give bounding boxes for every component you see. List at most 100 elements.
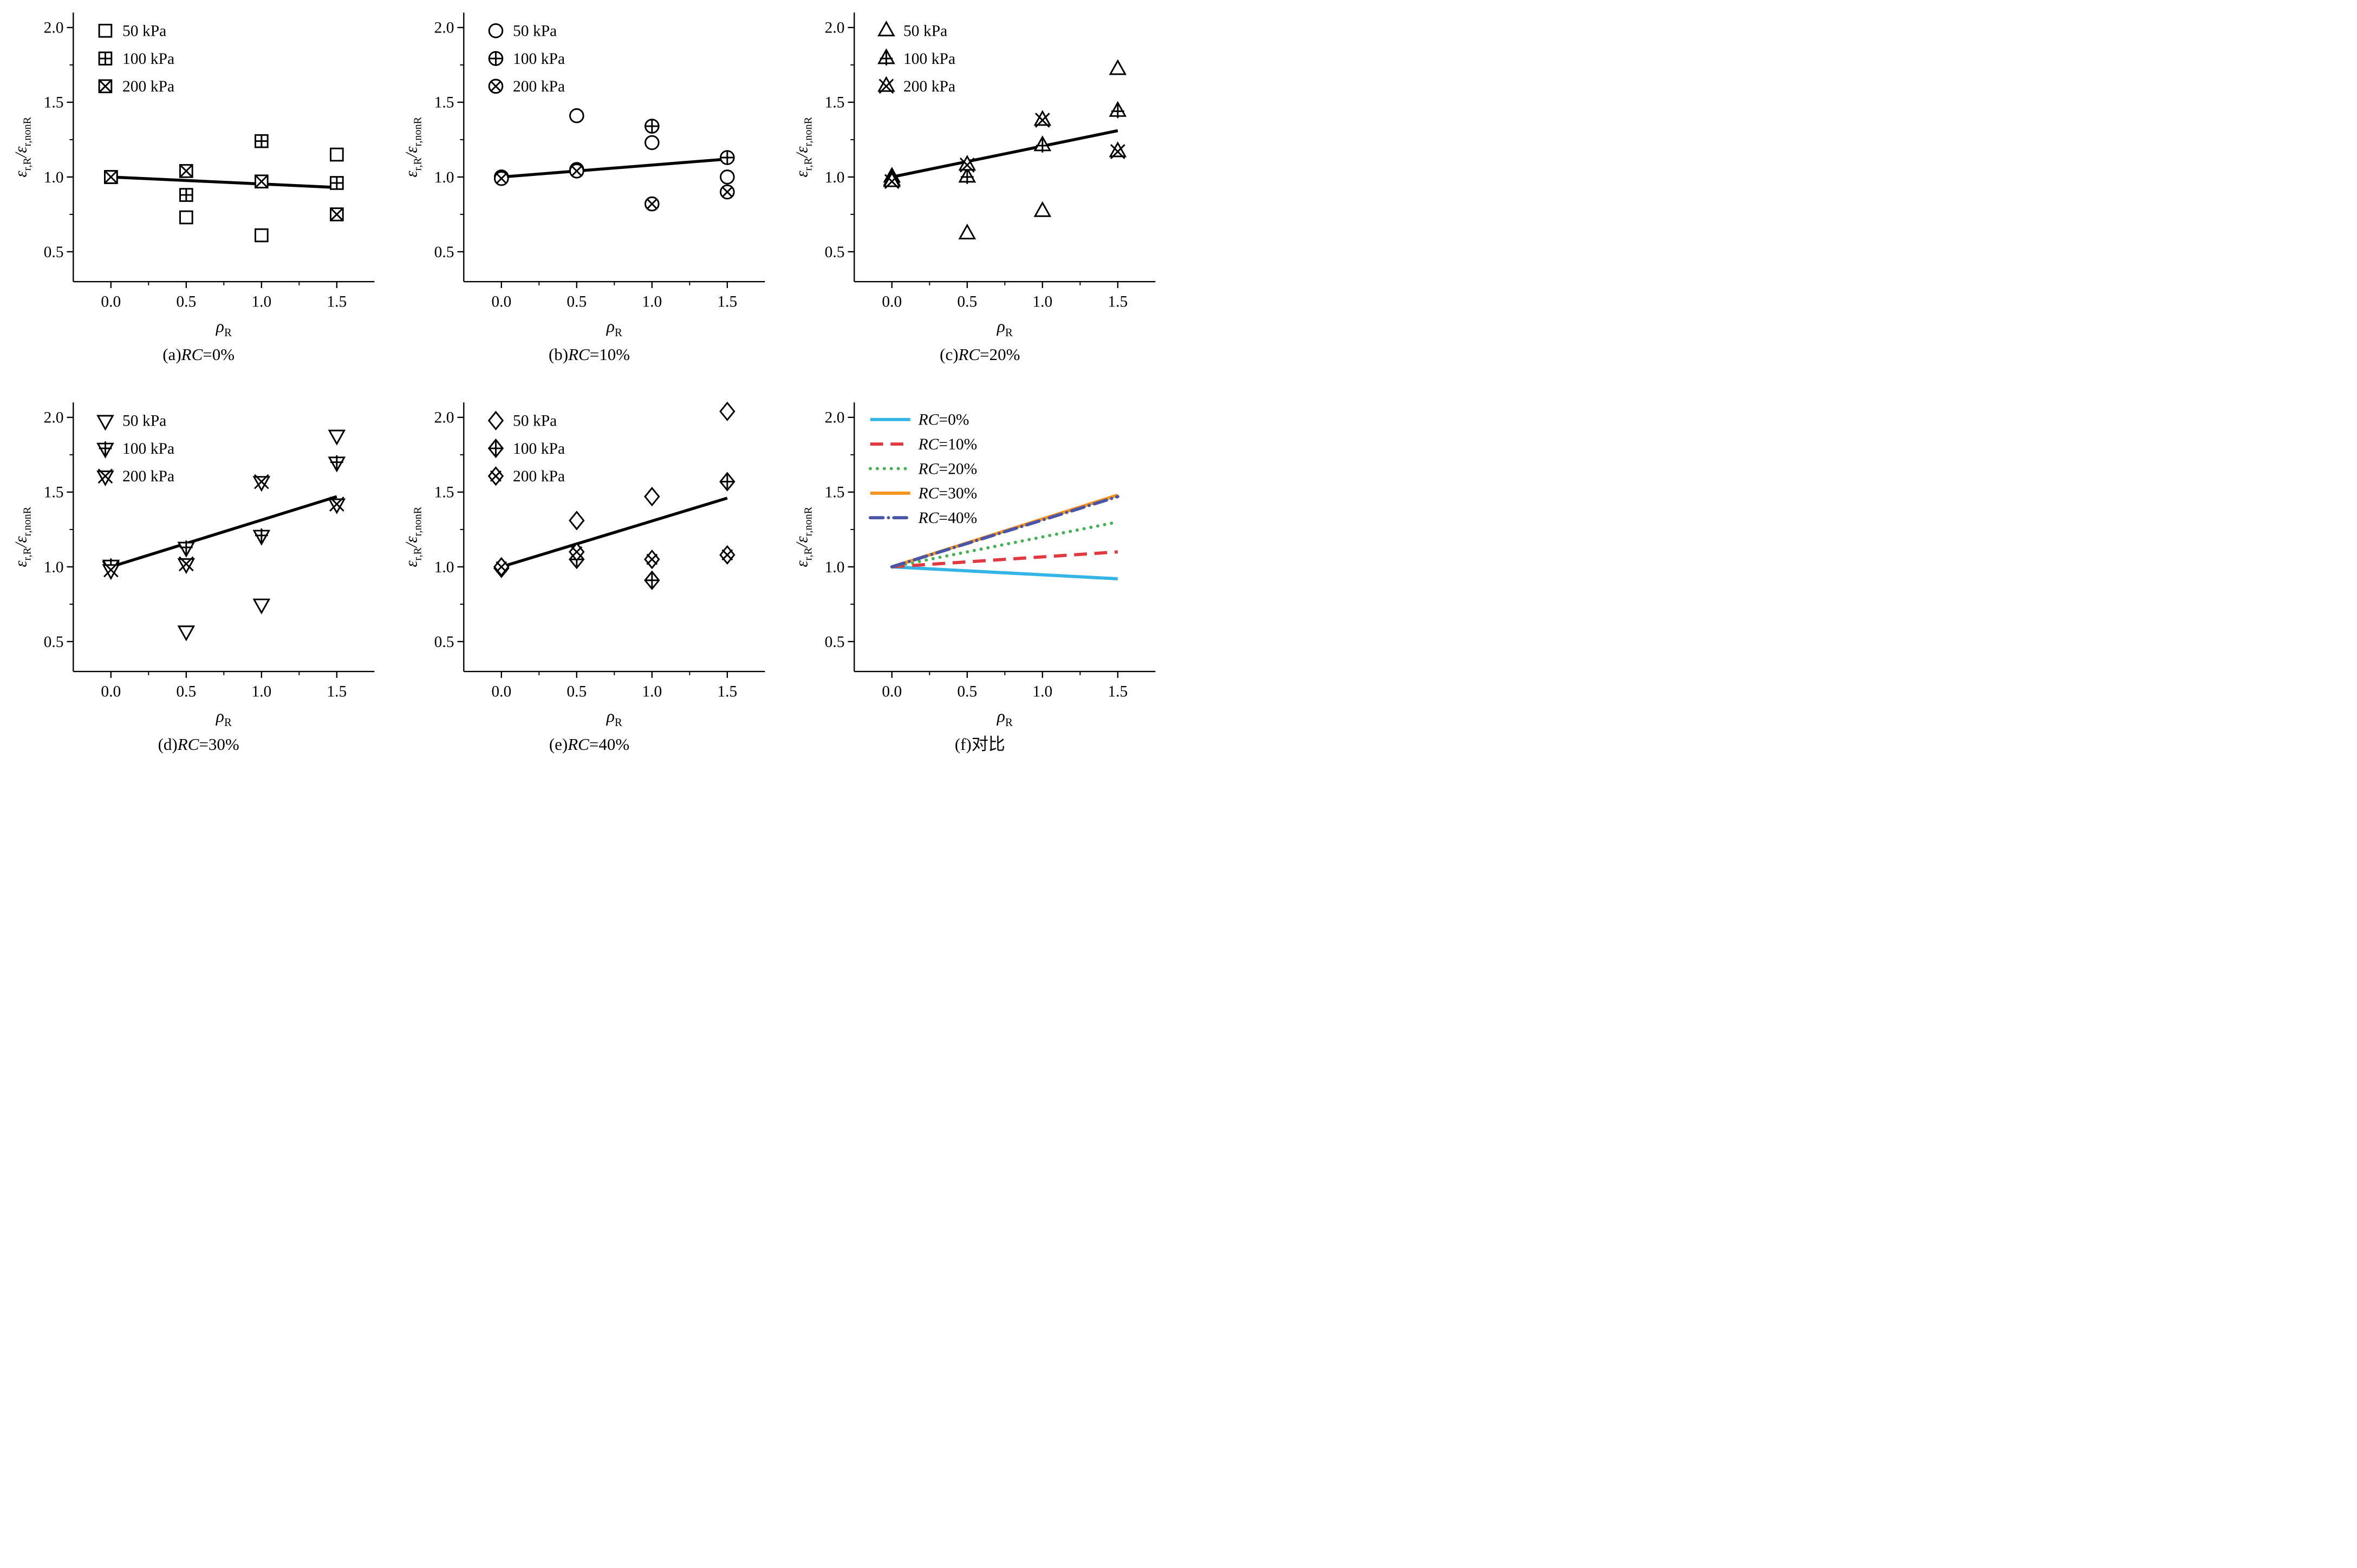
caption-rc: RC [177,735,199,754]
svg-text:1.0: 1.0 [642,293,662,310]
svg-text:50 kPa: 50 kPa [122,413,166,430]
svg-text:εr,R/εr,nonR: εr,R/εr,nonR [793,116,815,177]
svg-text:1.5: 1.5 [825,94,845,112]
caption-value: =30% [199,735,239,754]
caption-index: (b) [548,345,569,364]
svg-text:1.5: 1.5 [43,94,63,112]
caption-rc: RC [958,345,980,364]
svg-text:50 kPa: 50 kPa [513,23,557,40]
caption-value: 对比 [971,735,1005,754]
svg-text:0.0: 0.0 [101,683,121,700]
svg-text:200 kPa: 200 kPa [122,78,174,95]
svg-text:0.0: 0.0 [491,683,511,700]
svg-text:εr,R/εr,nonR: εr,R/εr,nonR [11,116,33,177]
svg-text:2.0: 2.0 [434,409,454,427]
subplot-d: 0.0 0.5 1.0 1.5 0.5 1.0 1.5 2.0 ρR εr,R/εr,nonR 50… [3,392,394,782]
subplot-a-caption: (a)RC=0% [162,345,235,364]
svg-text:0.5: 0.5 [434,244,454,261]
svg-text:1.5: 1.5 [434,484,454,501]
svg-text:1.0: 1.0 [434,169,454,186]
caption-value: =20% [980,345,1020,364]
svg-text:RC=20%: RC=20% [918,460,978,478]
chart-c-canvas: 0.0 0.5 1.0 1.5 0.5 1.0 1.5 2.0 ρR εr,R/εr,nonR 50… [793,12,1156,339]
svg-text:1.0: 1.0 [825,169,845,186]
svg-text:1.5: 1.5 [1108,683,1128,700]
svg-text:0.0: 0.0 [882,683,902,700]
svg-text:2.0: 2.0 [43,19,63,37]
subplot-c-caption: (c)RC=20% [940,345,1020,364]
svg-text:εr,R/εr,nonR: εr,R/εr,nonR [11,506,33,567]
svg-text:200 kPa: 200 kPa [903,78,955,95]
chart-a-canvas: 0.0 0.5 1.0 1.5 0.5 1.0 1.5 2.0 ρR εr,R/εr,nonR 50… [11,12,375,339]
svg-text:50 kPa: 50 kPa [903,23,947,40]
svg-text:ρR: ρR [997,317,1013,339]
svg-text:1.0: 1.0 [825,559,845,576]
svg-text:200 kPa: 200 kPa [513,78,565,95]
svg-text:1.0: 1.0 [642,683,662,700]
chart-b-canvas: 0.0 0.5 1.0 1.5 0.5 1.0 1.5 2.0 ρR εr,R/εr,nonR 50… [402,12,765,339]
svg-text:0.5: 0.5 [43,244,63,261]
svg-text:0.5: 0.5 [825,244,845,261]
subplot-e: 0.0 0.5 1.0 1.5 0.5 1.0 1.5 2.0 ρR εr,R/εr,nonR 50… [394,392,784,782]
svg-text:50 kPa: 50 kPa [122,23,166,40]
caption-index: (d) [158,735,178,754]
svg-text:1.0: 1.0 [1033,293,1053,310]
subplot-f: 0.0 0.5 1.0 1.5 0.5 1.0 1.5 2.0 ρR εr,R/εr,nonR RC… [785,392,1175,782]
svg-text:0.5: 0.5 [176,683,196,700]
caption-rc: RC [181,345,203,364]
svg-text:RC=30%: RC=30% [918,485,978,502]
svg-text:1.0: 1.0 [251,683,271,700]
chart-f-canvas: 0.0 0.5 1.0 1.5 0.5 1.0 1.5 2.0 ρR εr,R/εr,nonR RC… [793,402,1156,729]
svg-text:ρR: ρR [215,317,231,339]
caption-rc: RC [568,345,590,364]
svg-text:εr,R/εr,nonR: εr,R/εr,nonR [402,116,424,177]
chart-e-canvas: 0.0 0.5 1.0 1.5 0.5 1.0 1.5 2.0 ρR εr,R/εr,nonR 50… [402,401,765,729]
svg-text:0.5: 0.5 [43,633,63,651]
svg-text:1.5: 1.5 [43,484,63,501]
svg-text:0.5: 0.5 [567,293,587,310]
svg-text:100 kPa: 100 kPa [903,50,955,68]
caption-index: (a) [162,345,181,364]
caption-value: =10% [589,345,630,364]
svg-text:ρR: ρR [997,707,1013,729]
svg-text:1.5: 1.5 [1108,293,1128,310]
svg-text:2.0: 2.0 [825,19,845,37]
subplot-a: 0.0 0.5 1.0 1.5 0.5 1.0 1.5 2.0 ρR εr,R/εr,nonR 50… [3,2,394,392]
svg-text:1.0: 1.0 [434,559,454,576]
subplot-c: 0.0 0.5 1.0 1.5 0.5 1.0 1.5 2.0 ρR εr,R/εr,nonR 50… [785,2,1175,392]
svg-text:1.5: 1.5 [327,683,347,700]
svg-text:1.0: 1.0 [251,293,271,310]
svg-text:ρR: ρR [606,317,622,339]
svg-text:1.0: 1.0 [43,559,63,576]
svg-text:RC=40%: RC=40% [918,509,978,527]
svg-text:1.5: 1.5 [825,484,845,501]
caption-value: =0% [203,345,235,364]
svg-text:εr,R/εr,nonR: εr,R/εr,nonR [793,506,815,567]
svg-text:2.0: 2.0 [825,409,845,427]
caption-rc: RC [568,735,589,754]
chart-d-canvas: 0.0 0.5 1.0 1.5 0.5 1.0 1.5 2.0 ρR εr,R/εr,nonR 50… [11,402,375,729]
svg-text:50 kPa: 50 kPa [513,413,557,430]
svg-text:1.5: 1.5 [327,293,347,310]
caption-index: (f) [954,735,972,754]
svg-text:200 kPa: 200 kPa [513,468,565,485]
svg-text:ρR: ρR [215,707,231,729]
svg-text:100 kPa: 100 kPa [513,440,565,458]
svg-text:100 kPa: 100 kPa [122,440,174,458]
svg-text:0.5: 0.5 [958,683,978,700]
svg-text:1.5: 1.5 [434,94,454,112]
svg-text:100 kPa: 100 kPa [122,50,174,68]
svg-text:0.0: 0.0 [491,293,511,310]
subplot-b-caption: (b)RC=10% [549,345,630,364]
caption-index: (c) [940,345,959,364]
caption-index: (e) [549,735,568,754]
svg-text:ρR: ρR [606,707,622,729]
svg-text:0.5: 0.5 [825,633,845,651]
svg-text:1.0: 1.0 [1033,683,1053,700]
svg-text:1.0: 1.0 [43,169,63,186]
svg-text:RC=10%: RC=10% [918,436,978,453]
svg-text:1.5: 1.5 [717,683,737,700]
svg-text:0.0: 0.0 [882,293,902,310]
svg-text:1.5: 1.5 [717,293,737,310]
svg-text:0.0: 0.0 [101,293,121,310]
